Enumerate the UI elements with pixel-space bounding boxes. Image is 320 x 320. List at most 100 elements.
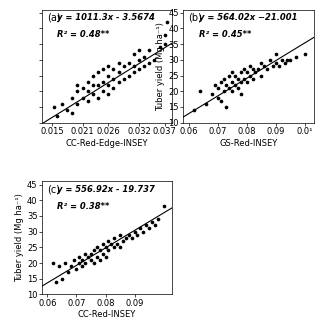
Point xyxy=(106,238,111,244)
Point xyxy=(106,82,111,87)
Point xyxy=(100,89,106,94)
Point xyxy=(238,92,244,97)
Point xyxy=(162,32,167,37)
Point xyxy=(136,48,141,53)
Point xyxy=(132,229,137,234)
Point xyxy=(111,76,116,81)
Point xyxy=(70,95,75,100)
Point xyxy=(273,60,278,66)
Point xyxy=(97,248,102,253)
Point xyxy=(117,232,123,237)
Point xyxy=(75,82,80,87)
Point xyxy=(230,89,235,94)
Point xyxy=(52,104,57,109)
Point xyxy=(103,254,108,259)
Point xyxy=(123,235,128,240)
Point xyxy=(126,60,131,66)
Point xyxy=(209,92,214,97)
Point xyxy=(221,89,226,94)
X-axis label: CC-Red-INSEY: CC-Red-INSEY xyxy=(78,310,136,319)
Text: (c): (c) xyxy=(47,185,60,195)
Point xyxy=(230,79,235,84)
Point xyxy=(262,64,267,69)
Text: R² = 0.45**: R² = 0.45** xyxy=(198,30,251,39)
Point xyxy=(152,223,157,228)
Point xyxy=(83,260,88,266)
Point xyxy=(117,245,123,250)
Point xyxy=(241,76,246,81)
Point xyxy=(62,260,68,266)
Y-axis label: Tuber yield (Mg ha⁻¹): Tuber yield (Mg ha⁻¹) xyxy=(156,22,165,110)
Point xyxy=(162,42,167,47)
Point xyxy=(227,85,232,91)
Point xyxy=(83,251,88,256)
Point xyxy=(112,235,117,240)
Point xyxy=(288,57,293,62)
Point xyxy=(85,98,90,103)
Point xyxy=(121,76,126,81)
Point xyxy=(285,57,290,62)
Text: y = 564.02x −21.001: y = 564.02x −21.001 xyxy=(198,13,297,22)
Point xyxy=(259,73,264,78)
Point xyxy=(75,101,80,106)
Point xyxy=(80,264,85,269)
Point xyxy=(116,70,121,75)
Point xyxy=(121,64,126,69)
Point xyxy=(131,70,136,75)
Point xyxy=(100,79,106,84)
Text: y = 1011.3x - 3.5674: y = 1011.3x - 3.5674 xyxy=(57,13,155,22)
Point xyxy=(155,217,160,222)
Point xyxy=(106,73,111,78)
Point xyxy=(80,257,85,262)
Text: R² = 0.38**: R² = 0.38** xyxy=(57,202,110,211)
Point xyxy=(80,95,85,100)
Point xyxy=(131,51,136,56)
Point xyxy=(142,54,147,59)
Text: (b): (b) xyxy=(188,13,202,23)
Point xyxy=(250,67,255,72)
Point xyxy=(227,73,232,78)
Y-axis label: Tuber yield (Mg ha⁻¹): Tuber yield (Mg ha⁻¹) xyxy=(15,194,24,282)
Point xyxy=(212,82,217,87)
Point xyxy=(109,242,114,247)
Point xyxy=(218,79,223,84)
Point xyxy=(94,245,100,250)
Point xyxy=(238,70,244,75)
Point xyxy=(142,64,147,69)
X-axis label: GS-Red-INSEY: GS-Red-INSEY xyxy=(219,139,277,148)
Point xyxy=(103,245,108,250)
Point xyxy=(77,260,82,266)
Point xyxy=(60,101,65,106)
Point xyxy=(120,238,125,244)
Point xyxy=(80,85,85,91)
Point xyxy=(224,82,229,87)
Point xyxy=(90,82,95,87)
Point xyxy=(100,251,105,256)
Point xyxy=(85,79,90,84)
X-axis label: CC-Red-Edge-INSEY: CC-Red-Edge-INSEY xyxy=(66,139,148,148)
Point xyxy=(116,60,121,66)
Point xyxy=(247,73,252,78)
Point xyxy=(224,104,229,109)
Point xyxy=(233,82,238,87)
Point xyxy=(141,229,146,234)
Point xyxy=(250,76,255,81)
Point xyxy=(192,108,197,113)
Point xyxy=(77,254,82,259)
Point xyxy=(276,64,281,69)
Point xyxy=(221,76,226,81)
Point xyxy=(265,67,270,72)
Point xyxy=(70,111,75,116)
Point xyxy=(106,92,111,97)
Point xyxy=(147,226,152,231)
Point xyxy=(157,45,162,50)
Point xyxy=(147,60,152,66)
Point xyxy=(94,254,100,259)
Point xyxy=(165,20,170,25)
Point xyxy=(136,57,141,62)
Point xyxy=(115,242,120,247)
Point xyxy=(74,267,79,272)
Point xyxy=(144,223,149,228)
Point xyxy=(268,57,273,62)
Point xyxy=(259,60,264,66)
